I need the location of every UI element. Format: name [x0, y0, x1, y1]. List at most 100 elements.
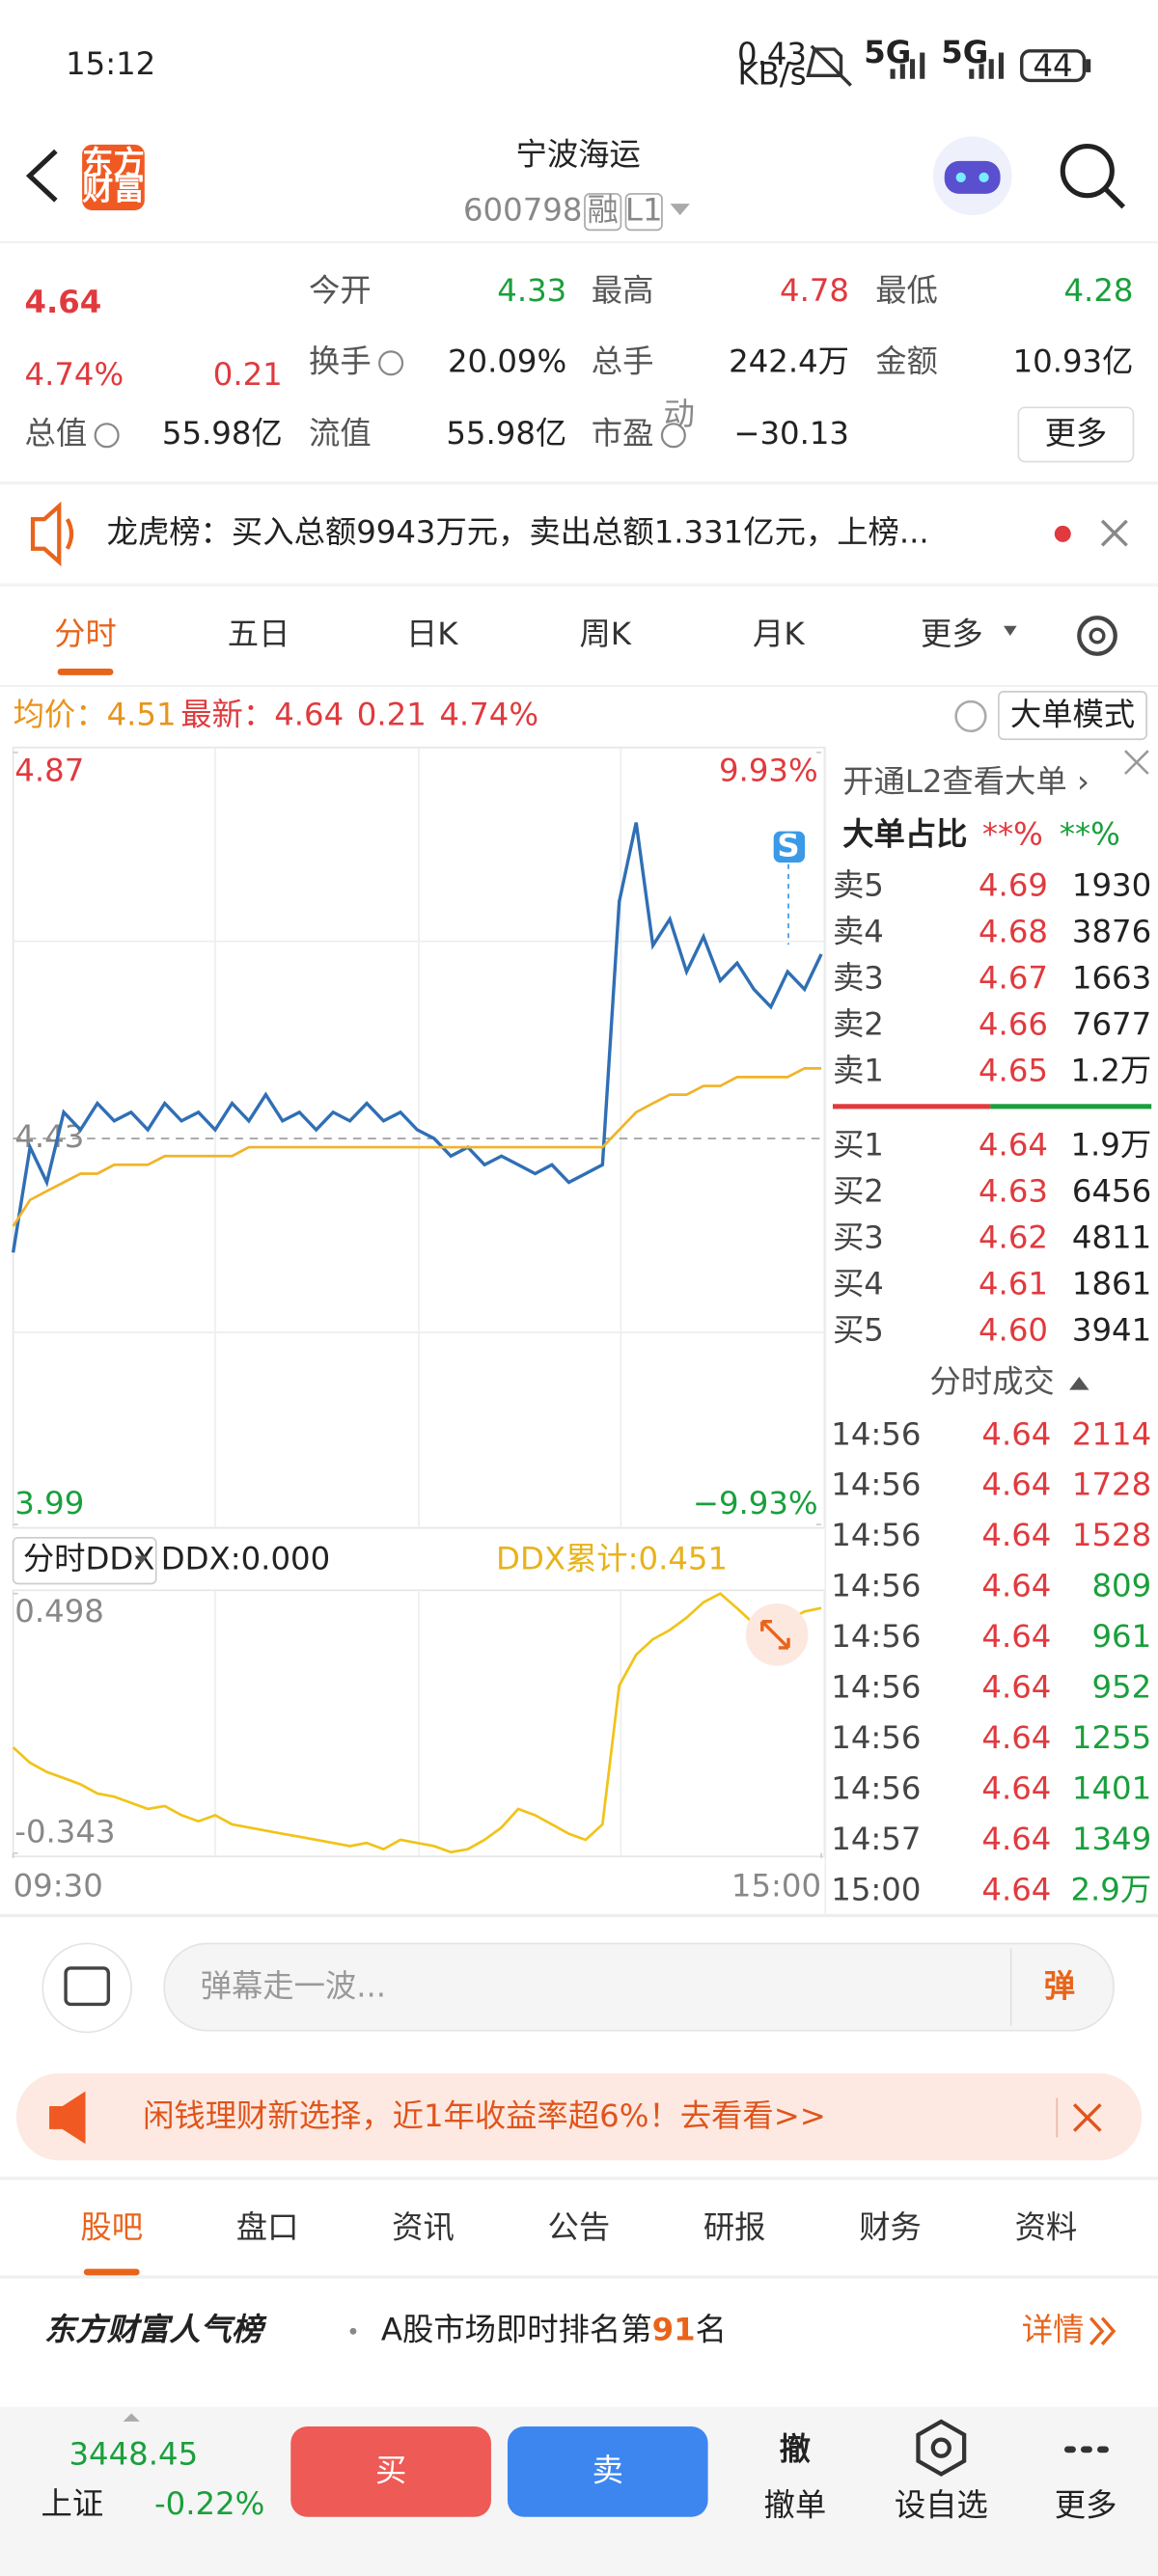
- tab[interactable]: 公告: [548, 2209, 611, 2246]
- l2-link[interactable]: 开通L2查看大单 ›: [842, 763, 1089, 800]
- back-button[interactable]: [25, 149, 58, 203]
- buy-label[interactable]: 买: [375, 2453, 406, 2489]
- close-button[interactable]: [1072, 2103, 1102, 2132]
- tab[interactable]: 研报: [703, 2209, 766, 2246]
- promo-banner[interactable]: [16, 2072, 1142, 2161]
- logo[interactable]: [82, 144, 145, 210]
- chart-grid: [214, 1590, 622, 1857]
- close-button[interactable]: [1100, 519, 1128, 547]
- y-tick-label: -0.343: [14, 1813, 115, 1850]
- trade-time: 14:56: [831, 1466, 921, 1503]
- avatar-eye: [979, 172, 989, 183]
- watch-icon[interactable]: [916, 2419, 967, 2477]
- buy-button[interactable]: [290, 2426, 491, 2517]
- search-handle: [1103, 187, 1126, 209]
- book-price: 4.63: [979, 1173, 1048, 1210]
- book-label: 买4: [833, 1266, 884, 1302]
- y2-tick-label: 9.93%: [719, 752, 818, 788]
- index-value[interactable]: 3448.45: [69, 2436, 198, 2473]
- cancel-icon[interactable]: 撤: [780, 2431, 811, 2468]
- logo-text: 东方: [82, 144, 145, 180]
- field-value: 10.93亿: [1013, 343, 1134, 379]
- separator-dot: [349, 2327, 357, 2335]
- trade-price: 4.64: [981, 1668, 1051, 1705]
- mode-label[interactable]: 大单模式: [1010, 696, 1135, 732]
- book-volume: 1.2万: [1070, 1053, 1151, 1089]
- notice-text[interactable]: 龙虎榜：买入总额9943万元，卖出总额1.331亿元，上榜...: [107, 513, 929, 550]
- avatar-eye: [955, 172, 966, 183]
- sell-label[interactable]: 卖: [593, 2453, 623, 2489]
- tab[interactable]: 日K: [406, 616, 458, 652]
- index-name[interactable]: 上证: [41, 2485, 104, 2522]
- last-change-pct: 4.74%: [439, 696, 538, 732]
- book-label: 买1: [833, 1127, 884, 1164]
- book-price: 4.64: [979, 1127, 1048, 1164]
- tab[interactable]: 分时: [54, 616, 117, 652]
- stock-tag: 融: [588, 192, 619, 229]
- status-time: 15:12: [66, 45, 155, 82]
- promo-text[interactable]: 闲钱理财新选择，近1年收益率超6%！去看看>>: [143, 2097, 826, 2134]
- unread-dot: [1054, 525, 1071, 542]
- tab[interactable]: 股吧: [80, 2209, 143, 2246]
- divider: [0, 480, 1158, 485]
- big-order-buy: **%: [982, 816, 1043, 853]
- trade-volume: 2.9万: [1070, 1871, 1151, 1907]
- avatar-face: [944, 160, 1001, 194]
- settings-button[interactable]: [1077, 616, 1117, 656]
- divider: [0, 241, 1158, 244]
- trade-volume: 1728: [1072, 1466, 1151, 1503]
- tab[interactable]: 盘口: [236, 2209, 299, 2246]
- field-label: 最高: [592, 272, 654, 309]
- stock-tag: L1: [625, 192, 663, 229]
- tab[interactable]: 月K: [753, 616, 805, 652]
- trade-volume: 952: [1091, 1668, 1151, 1705]
- dropdown-arrow[interactable]: [670, 204, 690, 216]
- tab[interactable]: 更多: [921, 616, 983, 652]
- cancel-label[interactable]: 撤单: [764, 2486, 827, 2523]
- trades-title[interactable]: 分时成交: [929, 1363, 1054, 1400]
- series-line: [11, 822, 823, 1253]
- tab[interactable]: 五日: [228, 616, 290, 652]
- trade-time: 14:56: [831, 1568, 921, 1604]
- book-volume: 3876: [1072, 914, 1151, 950]
- stock-code: 600798: [463, 192, 582, 229]
- trade-volume: 809: [1091, 1568, 1151, 1604]
- y-tick-label: 4.43: [14, 1118, 84, 1155]
- close-button[interactable]: [1124, 750, 1149, 775]
- watch-label[interactable]: 设自选: [895, 2486, 988, 2523]
- info-icon: [378, 350, 404, 376]
- indicator-name[interactable]: 分时DDX: [23, 1541, 155, 1577]
- sell-button[interactable]: [507, 2426, 708, 2517]
- trades-list: 14:56 4.64 2114 14:56 4.64 1728 14:56 4.64 1528 1…: [831, 1415, 1151, 1907]
- tab[interactable]: 财务: [859, 2209, 922, 2246]
- promo-divider: [1056, 2097, 1059, 2138]
- danmaku-button[interactable]: 弹: [1044, 1967, 1075, 2004]
- trade-volume: 1349: [1072, 1821, 1151, 1857]
- tab[interactable]: 周K: [579, 616, 631, 652]
- mute-icon: [806, 44, 852, 87]
- more-button[interactable]: [1017, 406, 1135, 463]
- collapse-arrow[interactable]: [123, 2413, 140, 2422]
- trade-volume: 1401: [1072, 1769, 1151, 1806]
- comment-input[interactable]: [163, 1942, 1115, 2032]
- comment-placeholder[interactable]: 弹幕走一波...: [201, 1967, 386, 2004]
- more-label[interactable]: 更多: [1055, 2486, 1117, 2523]
- index-change[interactable]: -0.22%: [154, 2485, 264, 2522]
- indicator-select[interactable]: [12, 1536, 157, 1585]
- ranking-title[interactable]: 东方财富人气榜: [44, 2311, 267, 2347]
- book-label: 卖4: [833, 914, 884, 950]
- search-button[interactable]: [1060, 143, 1115, 199]
- help-icon[interactable]: [954, 699, 987, 733]
- trade-price: 4.64: [981, 1821, 1051, 1857]
- comment-toggle[interactable]: [41, 1942, 133, 2034]
- ranking-link[interactable]: 详情: [1022, 2311, 1085, 2347]
- dropdown-arrow: [134, 1555, 149, 1565]
- tab[interactable]: 资料: [1015, 2209, 1078, 2246]
- tab[interactable]: 资讯: [392, 2209, 455, 2246]
- more-button-label[interactable]: 更多: [1045, 415, 1108, 452]
- mode-button[interactable]: [998, 691, 1147, 741]
- order-book: 卖5 4.69 1930 卖4 4.68 3876 卖3 4.67 1663 卖2 4.66 7677…: [833, 867, 1151, 1349]
- chart-tabs: 分时 五日 日K 周K 月K 更多: [54, 616, 1017, 675]
- field-label: 总手: [592, 343, 654, 379]
